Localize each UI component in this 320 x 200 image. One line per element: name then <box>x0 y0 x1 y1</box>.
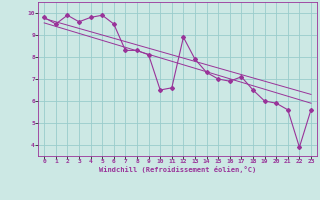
X-axis label: Windchill (Refroidissement éolien,°C): Windchill (Refroidissement éolien,°C) <box>99 166 256 173</box>
